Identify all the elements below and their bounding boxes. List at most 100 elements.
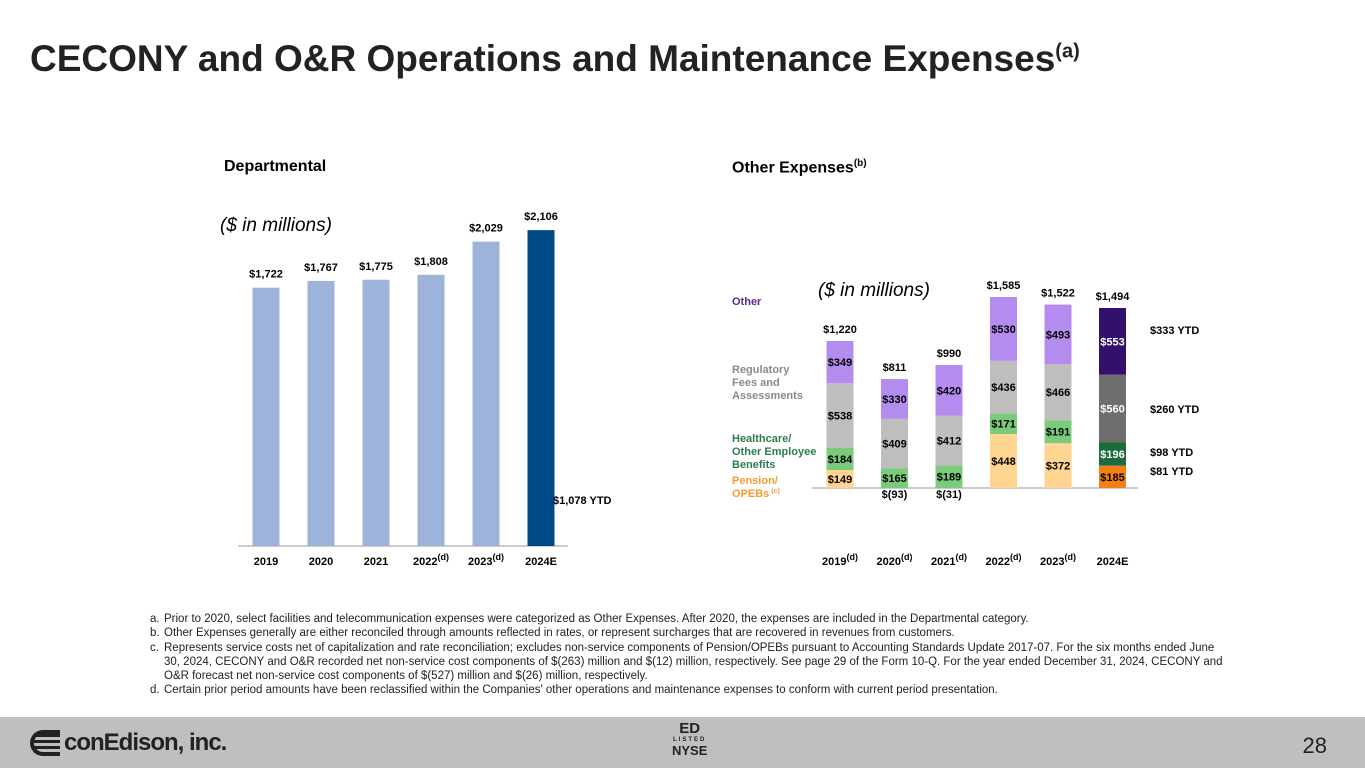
x-tick-2023: 2023(d) [468, 552, 504, 568]
charts-svg: $1,722 2019 $1,767 2020 $1,775 2021 $1,808 2022… [238, 211, 1199, 568]
segment-2024E-3 [1099, 307, 1126, 375]
segment-label-2020-0: $(93) [882, 489, 908, 501]
footer-bar [0, 717, 1365, 768]
title-footnote: (a) [1055, 40, 1080, 63]
total-label-2020: $811 [883, 362, 907, 374]
segment-label-2021-3: $420 [937, 385, 961, 397]
segment-label-2024E-3: $553 [1100, 336, 1124, 348]
legend-0: Pension/ [732, 475, 778, 487]
x-tick-2021: 2021(d) [931, 552, 967, 568]
segment-label-2022-1: $171 [991, 419, 1015, 431]
x-tick-2021: 2021 [364, 556, 388, 568]
footnote-b: b. Other Expenses generally are either re… [150, 626, 1230, 640]
x-tick-2020: 2020 [309, 556, 333, 568]
segment-2022-1 [990, 413, 1017, 435]
nyse-listed-logo: ED LISTED NYSE [672, 720, 708, 758]
ytd-label-2: $260 YTD [1150, 404, 1199, 416]
legend-1: Healthcare/ [732, 433, 791, 445]
x-tick-2019: 2019 [254, 556, 278, 568]
segment-2023-1 [1044, 420, 1072, 444]
bar-label-2021: $1,775 [359, 261, 393, 273]
segment-2021-1 [935, 465, 963, 488]
segment-label-2019-3: $349 [828, 357, 852, 369]
conedison-logo: conEdison, inc. [30, 729, 227, 757]
segment-2022-0 [990, 434, 1017, 488]
logo-text: conEdison, inc. [64, 729, 227, 756]
x-tick-2019: 2019(d) [822, 552, 858, 568]
segment-label-2021-1: $189 [937, 472, 961, 484]
segment-2020-2 [881, 418, 908, 469]
segment-label-2020-2: $409 [882, 438, 906, 450]
bar-2023 [472, 241, 500, 546]
legend-1: Other Employee [732, 446, 816, 458]
segment-2021-2 [935, 415, 963, 466]
total-label-2021: $990 [937, 348, 961, 360]
segment-2024E-2 [1099, 374, 1126, 443]
segment-2023-0 [1044, 443, 1072, 488]
segment-2021-3 [935, 364, 963, 416]
exchange: NYSE [672, 743, 708, 758]
logo-icon [30, 730, 60, 756]
segment-label-2022-2: $436 [991, 382, 1015, 394]
segment-label-2023-2: $466 [1046, 387, 1070, 399]
segment-label-2024E-1: $196 [1100, 449, 1124, 461]
segment-label-2023-1: $191 [1046, 427, 1070, 439]
bar-label-2023: $2,029 [469, 223, 503, 235]
listed: LISTED [673, 737, 707, 743]
segment-label-2020-1: $165 [882, 473, 906, 485]
page-number: 28 [1302, 733, 1327, 758]
segment-label-2022-0: $448 [991, 456, 1015, 468]
footnote-key: a. [150, 613, 160, 625]
x-tick-2024E: 2024E [525, 556, 557, 568]
footnotes: a. Prior to 2020, select facilities and t… [150, 612, 1230, 698]
segment-2019-2 [826, 383, 854, 448]
segment-label-2020-3: $330 [882, 394, 906, 406]
page-title: CECONY and O&R Operations and Maintenanc… [30, 38, 1080, 80]
bar-2022 [417, 274, 445, 546]
footnote-text: Represents service costs net of capitali… [164, 641, 1223, 683]
title-text: CECONY and O&R Operations and Maintenanc… [30, 38, 1056, 79]
segment-2024E-1 [1099, 442, 1126, 466]
bar-label-2020: $1,767 [304, 262, 338, 274]
segment-label-2022-3: $530 [991, 324, 1015, 336]
footnote-text: Other Expenses generally are either reco… [164, 627, 955, 640]
segment-2020-3 [881, 379, 908, 419]
segment-2023-3 [1044, 304, 1072, 365]
footnote-c: c. Represents service costs net of capita… [150, 641, 1230, 684]
footnote-d: d. Certain prior period amounts have been… [150, 683, 1230, 697]
total-label-2019: $1,220 [823, 324, 857, 336]
other-expenses-footnote: (b) [853, 158, 867, 169]
footnote-key: c. [150, 641, 159, 654]
footnote-key: b. [150, 627, 160, 640]
footnote-text: Certain prior period amounts have been r… [164, 684, 998, 697]
ytd-label-0: $81 YTD [1150, 466, 1193, 478]
legend-3: Other [732, 296, 762, 308]
total-label-2024E: $1,494 [1096, 291, 1131, 303]
segment-label-2024E-0: $185 [1100, 472, 1124, 484]
footnote-text: Prior to 2020, select facilities and tel… [164, 613, 1029, 625]
other-unit-label: ($ in millions) [818, 280, 930, 301]
bar-label-2022: $1,808 [414, 256, 448, 268]
ticker: ED [679, 720, 701, 737]
bar-2021 [362, 279, 390, 546]
legend-0: OPEBs (c) [732, 488, 780, 500]
departmental-title: Departmental [224, 158, 327, 175]
segment-2020-1 [881, 468, 908, 488]
segment-2022-2 [990, 360, 1017, 414]
legend-2: Fees and [732, 377, 780, 389]
segment-label-2024E-2: $560 [1100, 403, 1124, 415]
segment-label-2019-2: $538 [828, 410, 852, 422]
segment-label-2021-0: $(31) [936, 489, 962, 501]
segment-2019-0 [826, 470, 854, 488]
segment-label-2021-2: $412 [937, 435, 961, 447]
segment-2019-3 [826, 340, 854, 384]
bar-label-2024E: $2,106 [524, 211, 558, 223]
total-label-2023: $1,522 [1041, 288, 1075, 300]
legend-2: Assessments [732, 390, 803, 402]
departmental-ytd-label: $1,078 YTD [553, 495, 612, 507]
bar-2020 [307, 280, 335, 546]
legend-2: Regulatory [732, 364, 790, 376]
x-tick-2022: 2022(d) [986, 552, 1022, 568]
footnote-key: d. [150, 684, 160, 697]
bar-2019 [252, 287, 280, 546]
